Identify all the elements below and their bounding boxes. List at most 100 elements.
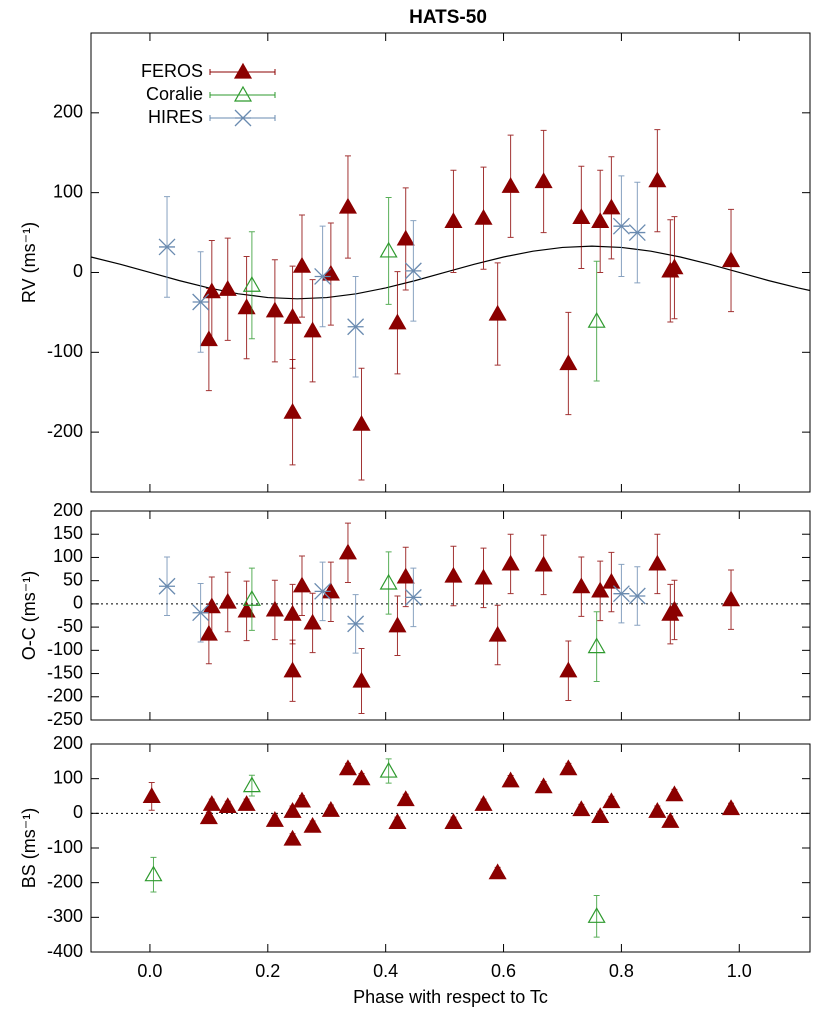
marker bbox=[721, 590, 741, 607]
legend-marker bbox=[234, 109, 252, 127]
x-tick-label: 0.6 bbox=[491, 961, 516, 981]
y-axis-label: RV (ms⁻¹) bbox=[19, 222, 39, 303]
y-tick-label: 50 bbox=[63, 569, 83, 589]
marker bbox=[501, 177, 520, 193]
marker bbox=[292, 256, 312, 273]
marker bbox=[388, 813, 407, 829]
y-tick-label: -50 bbox=[57, 616, 83, 636]
marker bbox=[242, 776, 261, 793]
error-bar bbox=[593, 894, 600, 938]
marker bbox=[488, 304, 507, 321]
marker bbox=[158, 577, 176, 595]
marker bbox=[388, 616, 407, 633]
marker bbox=[303, 816, 322, 833]
y-tick-label: 100 bbox=[53, 181, 83, 201]
marker bbox=[352, 769, 371, 786]
marker bbox=[501, 771, 520, 788]
marker bbox=[534, 555, 553, 572]
y-tick-label: 200 bbox=[53, 733, 83, 753]
marker bbox=[283, 307, 302, 324]
y-tick-label: 100 bbox=[53, 546, 83, 566]
marker bbox=[587, 311, 606, 328]
marker bbox=[396, 790, 415, 807]
legend-label: FEROS bbox=[141, 61, 203, 81]
marker bbox=[202, 795, 221, 811]
error-bar bbox=[385, 551, 392, 615]
marker bbox=[242, 276, 261, 292]
marker bbox=[283, 661, 302, 678]
marker bbox=[265, 301, 284, 318]
y-tick-label: -100 bbox=[47, 341, 83, 361]
marker bbox=[665, 258, 684, 275]
marker bbox=[559, 759, 578, 776]
x-axis-label: Phase with respect to Tc bbox=[353, 987, 548, 1007]
marker bbox=[612, 585, 630, 603]
y-tick-label: 150 bbox=[53, 523, 83, 543]
y-tick-label: -300 bbox=[47, 906, 83, 926]
marker bbox=[303, 613, 322, 630]
legend-label: HIRES bbox=[148, 107, 203, 127]
error-bar bbox=[150, 856, 157, 893]
y-tick-label: -250 bbox=[47, 709, 83, 729]
marker bbox=[237, 601, 256, 618]
y-tick-label: -200 bbox=[47, 421, 83, 441]
marker bbox=[314, 582, 332, 600]
marker bbox=[559, 354, 578, 371]
marker bbox=[237, 298, 256, 315]
error-bar bbox=[593, 260, 600, 382]
marker bbox=[218, 592, 237, 609]
marker bbox=[648, 802, 667, 818]
x-tick-label: 1.0 bbox=[727, 961, 752, 981]
error-bar bbox=[248, 567, 255, 631]
marker bbox=[444, 212, 463, 228]
marker bbox=[602, 198, 621, 215]
y-tick-label: 0 bbox=[73, 593, 83, 613]
marker bbox=[404, 588, 422, 606]
marker bbox=[572, 208, 591, 224]
marker bbox=[283, 829, 302, 846]
marker bbox=[292, 576, 312, 593]
marker bbox=[144, 865, 163, 882]
marker bbox=[587, 637, 606, 654]
plot-frame bbox=[90, 743, 811, 953]
marker bbox=[314, 268, 332, 285]
y-tick-label: 0 bbox=[73, 802, 83, 822]
marker bbox=[265, 600, 284, 617]
marker bbox=[534, 172, 553, 189]
marker bbox=[474, 795, 493, 811]
marker bbox=[388, 313, 407, 330]
y-tick-label: 200 bbox=[53, 102, 83, 122]
marker bbox=[602, 792, 621, 809]
marker bbox=[661, 812, 680, 828]
marker bbox=[242, 590, 261, 606]
y-axis-label: BS (ms⁻¹) bbox=[19, 808, 39, 889]
marker bbox=[192, 604, 210, 622]
marker bbox=[303, 321, 322, 338]
y-tick-label: -100 bbox=[47, 639, 83, 659]
marker bbox=[142, 787, 161, 803]
marker bbox=[199, 624, 218, 641]
marker bbox=[587, 907, 606, 923]
marker bbox=[474, 568, 493, 585]
marker bbox=[199, 330, 218, 347]
marker bbox=[283, 802, 302, 818]
y-tick-label: -150 bbox=[47, 662, 83, 682]
marker bbox=[265, 811, 284, 827]
legend-line bbox=[209, 92, 276, 98]
marker bbox=[648, 171, 667, 188]
error-bar bbox=[385, 196, 392, 305]
marker bbox=[404, 262, 422, 280]
marker bbox=[292, 791, 312, 808]
marker bbox=[396, 229, 415, 246]
marker bbox=[379, 573, 398, 590]
marker bbox=[591, 807, 610, 824]
marker bbox=[218, 797, 237, 813]
marker bbox=[572, 800, 591, 817]
marker bbox=[237, 795, 256, 811]
marker bbox=[283, 402, 302, 419]
legend-marker bbox=[233, 85, 253, 102]
marker bbox=[488, 625, 507, 642]
marker bbox=[534, 777, 553, 794]
marker bbox=[665, 600, 684, 617]
